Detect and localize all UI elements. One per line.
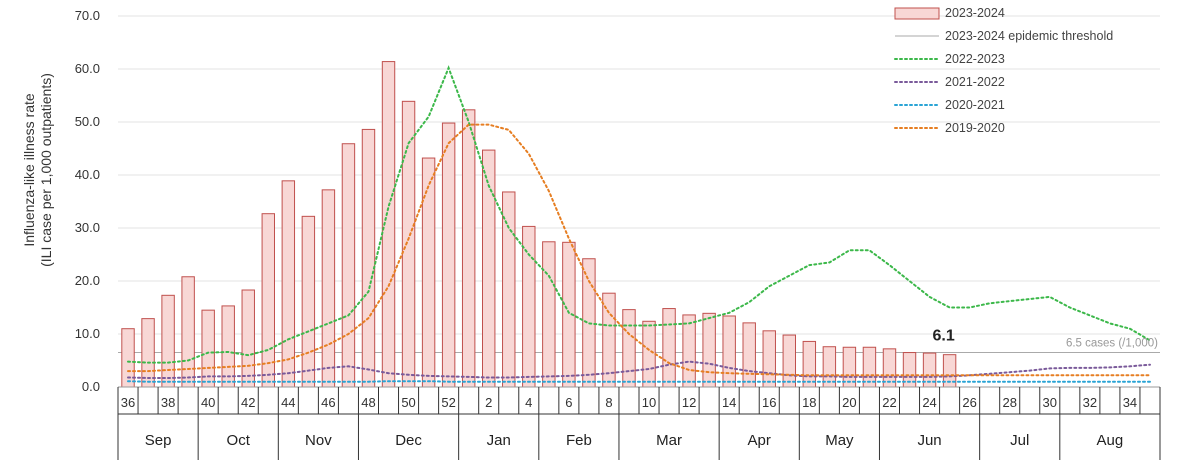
y-tick-label: 50.0 (75, 114, 100, 129)
series-line (127, 65, 1151, 364)
week-tick-label: 8 (605, 395, 612, 410)
bar (181, 276, 195, 388)
bar (762, 330, 776, 388)
bar (301, 215, 316, 388)
week-tick-label: 42 (241, 395, 255, 410)
y-tick-label: 20.0 (75, 273, 100, 288)
bar (141, 318, 155, 388)
bar (221, 305, 235, 388)
bar (622, 309, 636, 388)
month-label: Nov (305, 432, 332, 449)
series-line (127, 360, 1151, 379)
month-label: Jun (917, 432, 941, 449)
week-tick-label: 14 (722, 395, 736, 410)
month-label: Dec (395, 432, 422, 449)
week-tick-label: 18 (802, 395, 816, 410)
week-tick-label: 24 (922, 395, 936, 410)
legend-label: 2020-2021 (945, 98, 1005, 112)
bar (662, 308, 676, 388)
y-axis-title-line-2: (ILI case per 1,000 outpatients) (38, 73, 54, 267)
bar (742, 322, 756, 388)
threshold-label: 6.5 cases (/1,000) (1066, 338, 1158, 350)
week-tick-label: 20 (842, 395, 856, 410)
bar (241, 289, 255, 388)
week-tick-label: 30 (1043, 395, 1057, 410)
week-tick-label: 50 (401, 395, 415, 410)
week-tick-label: 28 (1002, 395, 1016, 410)
series-line (127, 123, 1151, 377)
legend: 2023-2024 2023-2024 epidemic threshold 202… (894, 6, 1113, 135)
y-tick-label: 10.0 (75, 326, 100, 341)
bar (782, 334, 797, 388)
month-label: Oct (227, 432, 251, 449)
legend-label: 2023-2024 (945, 6, 1005, 20)
month-label: Jul (1010, 432, 1029, 449)
week-tick-label: 4 (525, 395, 532, 410)
week-tick-label: 52 (441, 395, 455, 410)
bar (461, 109, 476, 388)
bar (682, 314, 696, 388)
week-tick-label: 38 (161, 395, 175, 410)
week-tick-label: 34 (1123, 395, 1137, 410)
bar (642, 320, 656, 388)
y-axis-title-line-1: Influenza-like illness rate (21, 93, 37, 247)
series-line (127, 380, 1151, 383)
y-tick-label: 40.0 (75, 167, 100, 182)
month-label: Sep (145, 432, 172, 449)
bar (722, 315, 736, 388)
month-label: Jan (487, 432, 511, 449)
month-label: Apr (748, 432, 771, 449)
bar (441, 122, 456, 388)
bar (702, 312, 716, 388)
week-tick-label: 36 (121, 395, 135, 410)
y-tick-label: 60.0 (75, 61, 100, 76)
y-tick-label: 30.0 (75, 220, 100, 235)
bar (802, 340, 817, 388)
bar (542, 241, 556, 388)
legend-label: 2021-2022 (945, 75, 1005, 89)
line-series (127, 65, 1151, 383)
y-axis-title: Influenza-like illness rate (ILI case pe… (21, 73, 54, 267)
bar (281, 180, 296, 388)
bar (502, 191, 516, 388)
bar (321, 189, 336, 388)
bar (522, 225, 536, 388)
month-label: Mar (656, 432, 682, 449)
legend-label: 2022-2023 (945, 52, 1005, 66)
legend-label: 2019-2020 (945, 121, 1005, 135)
week-tick-label: 2 (485, 395, 492, 410)
week-tick-label: 46 (321, 395, 335, 410)
bar (161, 294, 175, 388)
week-tick-label: 12 (682, 395, 696, 410)
bar (361, 128, 376, 388)
bar (261, 213, 276, 388)
week-tick-label: 6 (565, 395, 572, 410)
month-label: May (825, 432, 854, 449)
month-label: Feb (566, 432, 592, 449)
latest-value-label: 6.1 (932, 328, 954, 345)
week-tick-label: 16 (762, 395, 776, 410)
y-tick-label: 70.0 (75, 8, 100, 23)
y-axis-ticks: 0.0 10.0 20.0 30.0 40.0 50.0 60.0 70.0 (75, 8, 100, 394)
week-tick-label: 26 (962, 395, 976, 410)
legend-swatch (894, 7, 940, 20)
week-tick-label: 10 (642, 395, 656, 410)
week-tick-label: 22 (882, 395, 896, 410)
month-label: Aug (1097, 432, 1124, 449)
week-tick-label: 48 (361, 395, 375, 410)
x-axis: 36 38 40 42 44 46 48 50 52 2 4 6 8 10 12 14 16 18 20 22 24 26… (117, 386, 1161, 460)
bar (341, 143, 356, 388)
week-tick-label: 40 (201, 395, 215, 410)
y-tick-label: 0.0 (82, 379, 100, 394)
bar-series (121, 61, 957, 388)
bar (421, 157, 436, 388)
legend-label: 2023-2024 epidemic threshold (945, 29, 1113, 43)
week-tick-label: 32 (1083, 395, 1097, 410)
week-tick-label: 44 (281, 395, 295, 410)
